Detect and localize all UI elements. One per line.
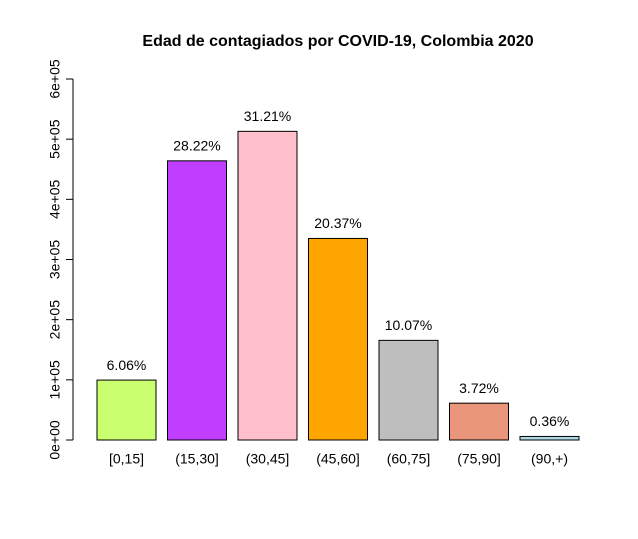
x-tick-label: (45,60]	[316, 451, 360, 467]
y-tick-label: 0e+00	[47, 420, 63, 460]
bar	[237, 130, 298, 441]
bar	[96, 379, 157, 441]
bar-annotation: 10.07%	[385, 317, 432, 333]
bar-annotation: 31.21%	[244, 108, 291, 124]
chart-title: Edad de contagiados por COVID-19, Colomb…	[142, 33, 533, 50]
bar-annotation: 0.36%	[530, 413, 570, 429]
y-tick-label: 2e+05	[47, 300, 63, 340]
y-tick-label: 5e+05	[47, 119, 63, 159]
x-tick-label: [0,15]	[109, 451, 144, 467]
bar-annotation: 28.22%	[173, 138, 220, 154]
x-tick-label: (90,+)	[531, 451, 568, 467]
x-tick-label: (15,30]	[175, 451, 219, 467]
y-tick-label: 6e+05	[47, 59, 63, 99]
bar	[308, 237, 368, 441]
bar-annotation: 20.37%	[314, 215, 361, 231]
bar-annotation: 3.72%	[459, 380, 499, 396]
bar	[378, 339, 439, 441]
x-tick-label: (30,45]	[246, 451, 290, 467]
bar	[519, 435, 580, 441]
x-tick-label: (75,90]	[457, 451, 501, 467]
bar-annotation: 6.06%	[107, 357, 147, 373]
bar	[167, 160, 227, 441]
y-tick-label: 1e+05	[47, 360, 63, 400]
bar	[449, 402, 509, 441]
y-tick-label: 4e+05	[47, 179, 63, 219]
y-tick-label: 3e+05	[47, 240, 63, 280]
x-tick-label: (60,75]	[387, 451, 431, 467]
